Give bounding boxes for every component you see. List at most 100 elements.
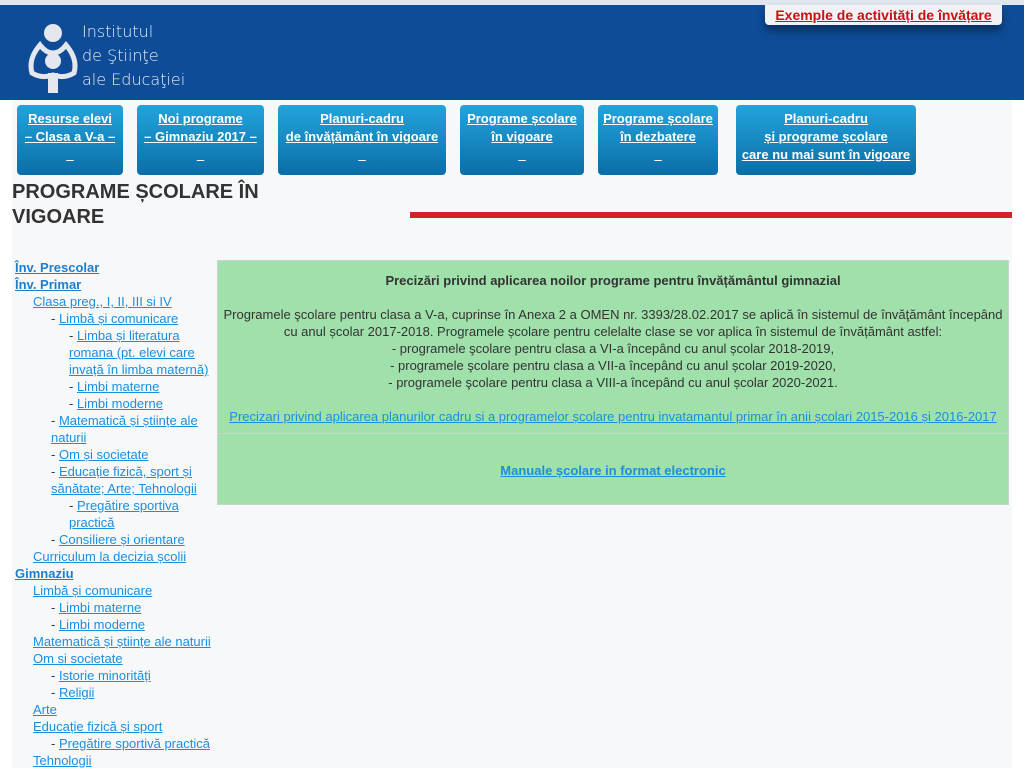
sidebar-item: - Limbă și comunicare	[15, 310, 215, 327]
bullet-dash: -	[51, 311, 59, 326]
nav-button[interactable]: Planuri-cadru și programe școlare care nu …	[736, 105, 916, 175]
title-divider	[410, 212, 1012, 218]
sidebar-link[interactable]: Tehnologii	[33, 753, 92, 768]
nav-button-label: Planuri-cadru	[784, 111, 868, 126]
logo-line: de Ştiinţe	[82, 46, 159, 65]
nav-button-label: _	[66, 147, 74, 162]
info-line: - programele şcolare pentru clasa a VIII…	[388, 375, 838, 390]
sidebar-menu: Înv. Prescolar Înv. Primar Clasa preg., I,…	[15, 259, 215, 769]
sidebar-item: - Religii	[15, 684, 215, 701]
sidebar-link[interactable]: Om și societate	[58, 447, 149, 462]
bullet-dash: -	[51, 617, 59, 632]
bullet-dash: -	[51, 447, 59, 462]
info-line: - programele şcolare pentru clasa a VI-a…	[391, 341, 835, 356]
nav-button-label: în dezbatere	[620, 129, 696, 144]
manuale-scolare-link[interactable]: Manuale școlare in format electronic	[500, 463, 726, 478]
sidebar-item: Om si societate	[15, 650, 215, 667]
sidebar-item: Limbă și comunicare	[15, 582, 215, 599]
sidebar-item: Înv. Primar	[15, 276, 215, 293]
sidebar-item: - Istorie minorități	[15, 667, 215, 684]
institute-logo-icon[interactable]	[26, 23, 80, 95]
sidebar-item: - Limbi moderne	[15, 395, 215, 412]
sidebar-link[interactable]: Gimnaziu	[15, 566, 74, 581]
sidebar-item: Matematică și științe ale naturii	[15, 633, 215, 650]
bullet-dash: -	[51, 532, 59, 547]
sidebar-link[interactable]: Clasa preg., I, II, III si IV	[33, 294, 172, 309]
nav-button[interactable]: Programe școlare în dezbatere _	[598, 105, 718, 175]
sidebar-item: Înv. Prescolar	[15, 259, 215, 276]
nav-button-label: – Clasa a V-a –	[24, 129, 116, 144]
nav-button-label: Programe școlare	[603, 111, 713, 126]
sidebar-link[interactable]: Arte	[33, 702, 57, 717]
sidebar-item: - Matematică și științe ale naturii	[15, 412, 215, 446]
nav-button[interactable]: Noi programe – Gimnaziu 2017 – _	[137, 105, 264, 175]
nav-button-label: _	[358, 147, 366, 162]
sidebar-item: - Om și societate	[15, 446, 215, 463]
info-title: Precizări privind aplicarea noilor progr…	[385, 273, 841, 288]
info-line: - programele şcolare pentru clasa a VII-…	[390, 358, 836, 373]
sidebar-item: - Educație fizică, sport și sănătate; Ar…	[15, 463, 215, 497]
bullet-dash: -	[51, 685, 59, 700]
sidebar-link[interactable]: Limbă și comunicare	[33, 583, 153, 598]
sidebar-link[interactable]: Pregătire sportivă practică	[58, 736, 210, 751]
info-line: Programele şcolare pentru clasa a V-a, c…	[223, 307, 1003, 339]
bullet-dash: -	[51, 413, 59, 428]
sidebar-link[interactable]: Om si societate	[33, 651, 123, 666]
sidebar-item: Educație fizică și sport	[15, 718, 215, 735]
sidebar-link[interactable]: Limba și literatura romana (pt. elevi ca…	[69, 328, 209, 377]
bullet-dash: -	[51, 736, 59, 751]
precizari-primar-link[interactable]: Precizari privind aplicarea planurilor c…	[229, 409, 997, 424]
nav-button-label: și programe școlare	[764, 129, 888, 144]
nav-button[interactable]: Planuri-cadru de învățământ în vigoare _	[278, 105, 446, 175]
info-paragraph: Programele şcolare pentru clasa a V-a, c…	[218, 306, 1008, 391]
sidebar-item: Curriculum la decizia școlii	[15, 548, 215, 565]
bullet-dash: -	[69, 379, 77, 394]
nav-button-label: Noi programe	[158, 111, 243, 126]
sidebar-link[interactable]: Matematică și științe ale naturii	[33, 634, 211, 649]
sidebar-link[interactable]: Limbi moderne	[76, 396, 163, 411]
nav-button-label: de învățământ în vigoare	[285, 129, 439, 144]
bullet-dash: -	[69, 498, 77, 513]
nav-button-label: Resurse elevi	[28, 111, 112, 126]
top-strip	[0, 0, 1024, 5]
exemple-activitati-link[interactable]: Exemple de activități de învățare	[765, 5, 1002, 25]
sidebar-link[interactable]: Curriculum la decizia școlii	[33, 549, 187, 564]
institute-name: Institutul de Ştiinţe ale Educaţiei	[82, 20, 185, 92]
sidebar-link[interactable]: Limbi materne	[58, 600, 142, 615]
sidebar-link[interactable]: Consiliere și orientare	[58, 532, 185, 547]
page-title: PROGRAME ȘCOLARE ÎN VIGOARE	[12, 181, 259, 228]
sidebar-item: Tehnologii	[15, 752, 215, 769]
sidebar-item: Gimnaziu	[15, 565, 215, 582]
logo-line: ale Educaţiei	[82, 70, 186, 89]
sidebar-link[interactable]: Religii	[58, 685, 95, 700]
logo-line: Institutul	[82, 22, 154, 41]
sidebar-link[interactable]: Înv. Primar	[15, 277, 82, 292]
bullet-dash: -	[51, 600, 59, 615]
main-content: Resurse elevi – Clasa a V-a – _ Noi program…	[12, 100, 1012, 768]
nav-button-label: Programe școlare	[467, 111, 577, 126]
sidebar-link[interactable]: Matematică și științe ale naturii	[51, 413, 198, 445]
sidebar-link[interactable]: Limbi materne	[76, 379, 160, 394]
bullet-dash: -	[69, 396, 77, 411]
sidebar-link[interactable]: Educație fizică, sport și sănătate; Arte…	[51, 464, 197, 496]
nav-button-label: – Gimnaziu 2017 –	[144, 129, 257, 144]
sidebar-link[interactable]: Istorie minorități	[58, 668, 151, 683]
bullet-dash: -	[69, 328, 77, 343]
sidebar-link[interactable]: Limbi moderne	[58, 617, 145, 632]
sidebar-item: - Limbi moderne	[15, 616, 215, 633]
sidebar-link[interactable]: Înv. Prescolar	[15, 260, 100, 275]
nav-button[interactable]: Programe școlare în vigoare _	[460, 105, 584, 175]
sidebar-item: - Consiliere și orientare	[15, 531, 215, 548]
sidebar-item: - Limbi materne	[15, 599, 215, 616]
sidebar-link[interactable]: Pregătire sportiva practică	[69, 498, 179, 530]
nav-button-label: _	[196, 147, 205, 162]
sidebar-link[interactable]: Limbă și comunicare	[58, 311, 179, 326]
sidebar-item: Arte	[15, 701, 215, 718]
nav-button[interactable]: Resurse elevi – Clasa a V-a – _	[17, 105, 123, 175]
info-divider	[218, 433, 1008, 434]
sidebar-item: - Limba și literatura romana (pt. elevi …	[15, 327, 215, 378]
info-box: Precizări privind aplicarea noilor progr…	[217, 260, 1009, 505]
sidebar-link[interactable]: Educație fizică și sport	[33, 719, 163, 734]
bullet-dash: -	[51, 668, 59, 683]
nav-button-label: _	[518, 147, 526, 162]
